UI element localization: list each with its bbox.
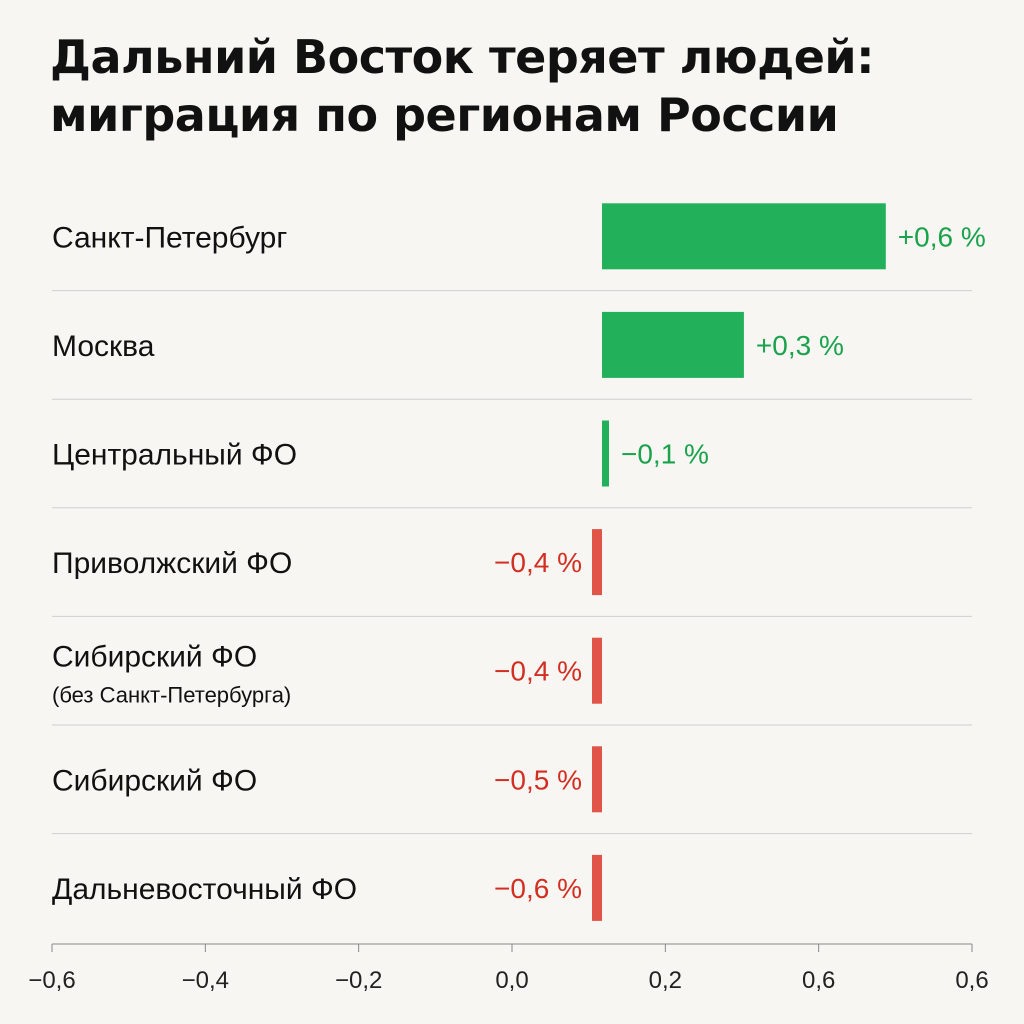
bar xyxy=(592,529,602,596)
x-tick-label: −0,2 xyxy=(335,967,382,994)
category-label: Сибирский ФО xyxy=(52,764,257,797)
category-label: Москва xyxy=(52,330,155,363)
value-label: −0,4 % xyxy=(494,656,582,687)
x-tick-label: −0,6 xyxy=(28,967,75,994)
x-tick-label: −0,4 xyxy=(182,967,229,994)
x-tick-label: 0,6 xyxy=(802,967,835,994)
value-label: −0,6 % xyxy=(494,873,582,904)
category-label: Сибирский ФО xyxy=(52,641,257,674)
value-label: −0,5 % xyxy=(494,764,582,795)
x-tick-label: 0,2 xyxy=(649,967,682,994)
chart-title-line-2: миграция по регионам России xyxy=(50,88,839,142)
bar xyxy=(602,311,744,378)
chart-title: Дальний Восток теряет людей: миграция по… xyxy=(50,28,990,144)
bar xyxy=(602,203,886,270)
category-label: Дальневосточный ФО xyxy=(52,873,357,906)
value-label: −0,4 % xyxy=(494,547,582,578)
bar xyxy=(592,854,602,921)
category-label: Приволжский ФО xyxy=(52,547,292,580)
x-tick-label: 0,6 xyxy=(955,967,988,994)
value-label: −0,1 % xyxy=(621,439,709,470)
category-label: Центральный ФО xyxy=(52,439,297,472)
bar xyxy=(602,420,609,487)
category-label: Санкт-Петербург xyxy=(52,221,287,254)
category-note: (без Санкт-Петербурга) xyxy=(52,683,291,708)
bar xyxy=(592,746,602,813)
chart-title-line-1: Дальний Восток теряет людей: xyxy=(50,30,875,84)
bar xyxy=(592,637,602,704)
value-label: +0,6 % xyxy=(898,221,986,252)
x-tick-label: 0,0 xyxy=(495,967,528,994)
value-label: +0,3 % xyxy=(756,330,844,361)
